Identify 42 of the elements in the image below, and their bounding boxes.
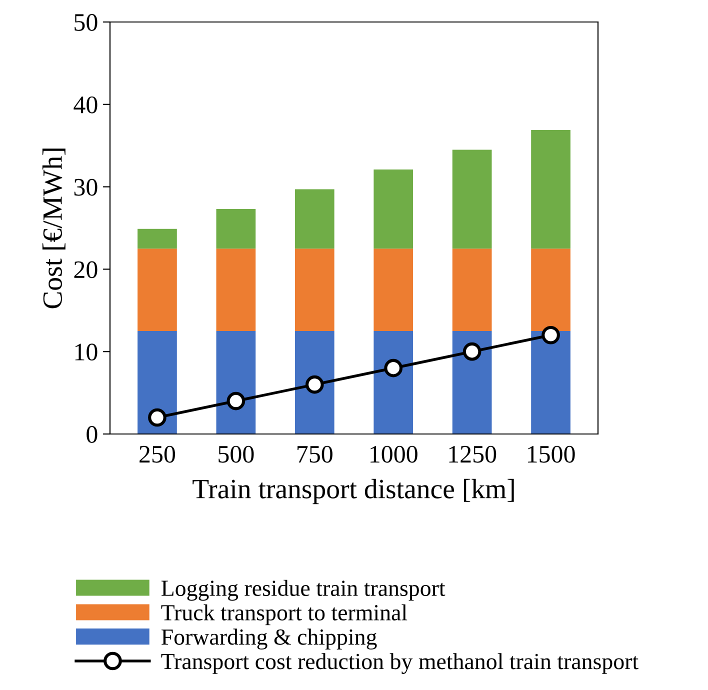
legend-label: Forwarding & chipping: [161, 628, 377, 650]
legend-label: Truck transport to terminal: [161, 604, 408, 626]
point: [148, 408, 166, 427]
bar: [452, 248, 492, 331]
x-tick-label: 1500: [528, 446, 575, 463]
point: [305, 375, 324, 394]
bar: [374, 169, 414, 249]
bar: [294, 331, 334, 434]
y-tick-label: 10: [75, 344, 98, 361]
point: [226, 392, 246, 410]
bar: [374, 248, 414, 331]
y-tick-label: 0: [86, 426, 98, 443]
x-tick-label: 1250: [449, 446, 496, 463]
x-tick-label: 250: [140, 446, 176, 463]
bar: [294, 189, 334, 249]
y-tick-label: 40: [74, 96, 98, 114]
y-tick-label: 20: [74, 261, 98, 278]
x-tick-label: 500: [218, 446, 254, 463]
bar: [452, 150, 492, 249]
bar: [216, 331, 256, 434]
x-tick-label: 1000: [370, 446, 418, 463]
point: [462, 342, 482, 361]
x-tick-label: 750: [298, 446, 332, 463]
y-tick-label: 50: [74, 14, 98, 31]
legend-label: Transport cost reduction by methanol train transport: [161, 653, 638, 674]
bar: [216, 209, 256, 249]
bar: [531, 331, 570, 434]
bar: [294, 248, 334, 331]
y-axis-title: Cost [€/MWh]: [42, 148, 66, 308]
bar: [216, 248, 256, 331]
bar: [531, 248, 570, 331]
bar: [138, 248, 177, 331]
legend-label: Logging residue train transport: [161, 580, 446, 601]
point: [542, 326, 560, 344]
bar: [374, 331, 414, 434]
point: [384, 358, 403, 378]
bar: [138, 228, 177, 249]
x-axis-title: Train transport distance [km]: [192, 478, 514, 504]
y-tick-label: 30: [74, 178, 98, 196]
bar: [531, 130, 570, 249]
bar: [452, 331, 492, 434]
bar: [138, 331, 177, 434]
